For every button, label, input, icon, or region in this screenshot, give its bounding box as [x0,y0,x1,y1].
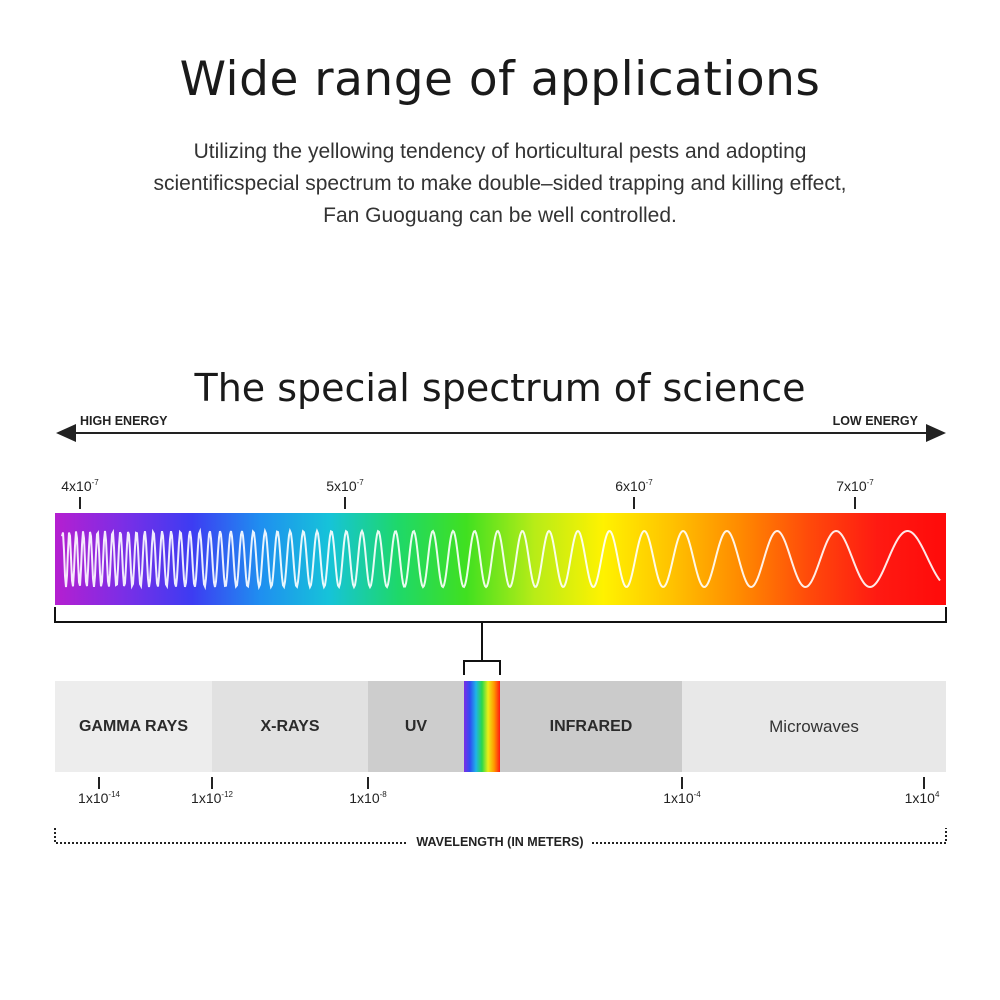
high-energy-label: HIGH ENERGY [80,414,168,428]
band-gamma-rays [55,681,212,772]
wavelength-tick-label: 1x10-4 [663,790,701,806]
visible-spectrum-bar [55,513,946,605]
wavelength-tick-label: 1x104 [904,790,940,806]
description-line: scientificspecial spectrum to make doubl… [153,172,847,195]
low-energy-label: LOW ENERGY [832,414,918,428]
band-label-x-rays: X-RAYS [260,717,320,735]
visible-tick-label: 5x10-7 [326,478,364,494]
wavelength-tick-label: 1x10-14 [78,790,120,806]
wavelength-axis-label: WAVELENGTH (IN METERS) [0,835,1000,849]
band-label-infrared: INFRARED [549,717,633,735]
description: Utilizing the yellowing tendency of hort… [40,136,960,232]
diagram-title: The special spectrum of science [194,366,806,410]
band-x-rays [212,681,368,772]
arrow-right-icon [926,424,946,442]
band-label-microwaves: Microwaves [769,716,859,736]
wavelength-ticks [98,777,925,789]
page-title: Wide range of applications [179,52,821,107]
spectrum-bracket [54,607,947,623]
wavelength-tick-label: 1x10-8 [349,790,387,806]
band-uv [368,681,464,772]
band-microwaves [682,681,946,772]
band-label-uv: UV [404,717,428,735]
band-visible [464,681,500,772]
visible-tick-label: 6x10-7 [615,478,653,494]
arrow-left-icon [56,424,76,442]
wave-line [61,527,941,591]
band-infrared [500,681,682,772]
description-line: Fan Guoguang can be well controlled. [323,204,677,227]
visible-bracket [463,660,501,675]
description-line: Utilizing the yellowing tendency of hort… [193,140,807,163]
wavelength-tick-label: 1x10-12 [191,790,233,806]
visible-tick-label: 4x10-7 [61,478,99,494]
band-label-gamma-rays: GAMMA RAYS [78,717,189,735]
visible-tick-label: 7x10-7 [836,478,874,494]
